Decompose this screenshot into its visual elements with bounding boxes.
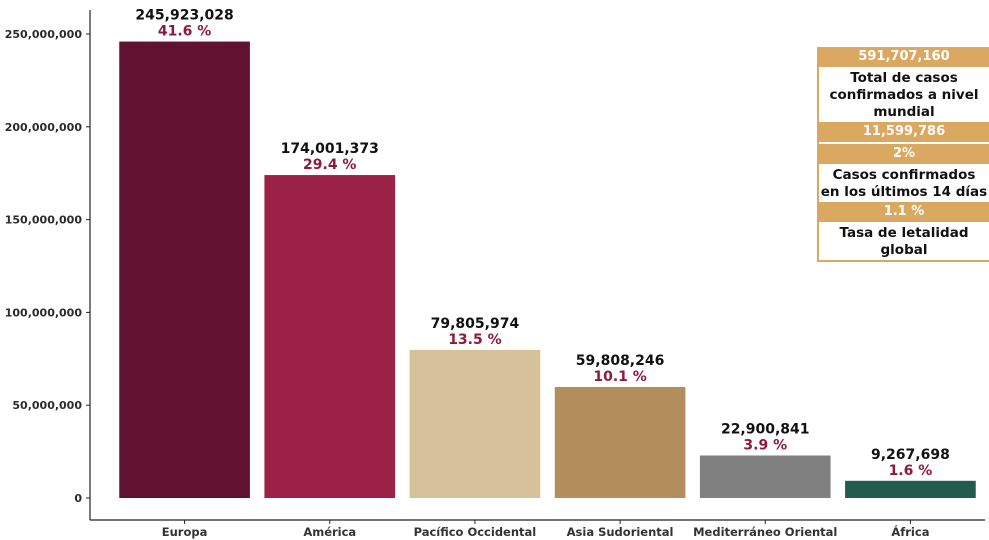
bar-value-label: 9,267,698 — [871, 447, 950, 463]
recent-cases-label-line1: Casos confirmados — [832, 167, 976, 183]
bar-percent-label: 10.1 % — [593, 369, 646, 385]
total-cases-label-line1: Total de casos — [850, 70, 958, 86]
bar-percent-label: 13.5 % — [448, 332, 501, 348]
x-category-label: Mediterráneo Oriental — [693, 525, 837, 539]
x-category-label: Pacífico Occidental — [414, 525, 537, 539]
y-tick-label: 0 — [74, 492, 82, 505]
x-category-label: América — [303, 525, 356, 539]
recent-percent-value: 2% — [819, 144, 989, 166]
y-tick-label: 150,000,000 — [5, 214, 83, 227]
recent-cases-label: Casos confirmados en los últimos 14 días — [819, 166, 989, 202]
lethality-value: 1.1 % — [819, 202, 989, 224]
y-tick-label: 250,000,000 — [5, 28, 83, 41]
y-tick-label: 50,000,000 — [12, 399, 82, 412]
bar-value-label: 22,900,841 — [721, 421, 810, 437]
bar-percent-label: 41.6 % — [158, 24, 211, 40]
bar-percent-label: 29.4 % — [303, 157, 356, 173]
recent-cases-value: 11,599,786 — [819, 122, 989, 144]
bar-value-label: 79,805,974 — [431, 316, 520, 332]
summary-info-box: 591,707,160 Total de casos confirmados a… — [817, 47, 989, 262]
total-cases-label: Total de casos confirmados a nivel mundi… — [819, 69, 989, 122]
x-category-label: Asia Sudoriental — [567, 525, 674, 539]
bar-value-label: 245,923,028 — [135, 8, 233, 24]
bar-0 — [119, 41, 250, 498]
bar-value-label: 59,808,246 — [576, 353, 665, 369]
lethality-label-line1: Tasa de letalidad — [839, 225, 969, 241]
y-tick-label: 200,000,000 — [5, 121, 83, 134]
x-category-label: Europa — [162, 525, 208, 539]
x-category-label: África — [891, 524, 929, 539]
total-cases-label-line2: confirmados a nivel — [829, 87, 979, 103]
y-tick-label: 100,000,000 — [5, 306, 83, 319]
bar-3 — [554, 386, 686, 498]
lethality-label-line2: global — [880, 242, 928, 258]
bar-value-label: 174,001,373 — [281, 141, 379, 157]
bar-percent-label: 3.9 % — [743, 437, 787, 453]
bars-group — [119, 41, 976, 498]
x-axis: Europa América Pacífico Occidental Asia Sud… — [90, 519, 985, 539]
total-cases-label-line3: mundial — [873, 104, 935, 120]
bar-percent-label: 1.6 % — [889, 463, 933, 479]
bar-2 — [409, 349, 541, 498]
bar-1 — [264, 175, 396, 498]
y-axis: 0 50,000,000 100,000,000 150,000,000 200,000… — [5, 10, 91, 520]
total-cases-value: 591,707,160 — [819, 47, 989, 69]
recent-cases-label-line2: en los últimos 14 días — [820, 184, 988, 200]
bar-5 — [845, 480, 976, 498]
bar-4 — [699, 455, 831, 498]
lethality-label: Tasa de letalidad global — [819, 224, 989, 260]
